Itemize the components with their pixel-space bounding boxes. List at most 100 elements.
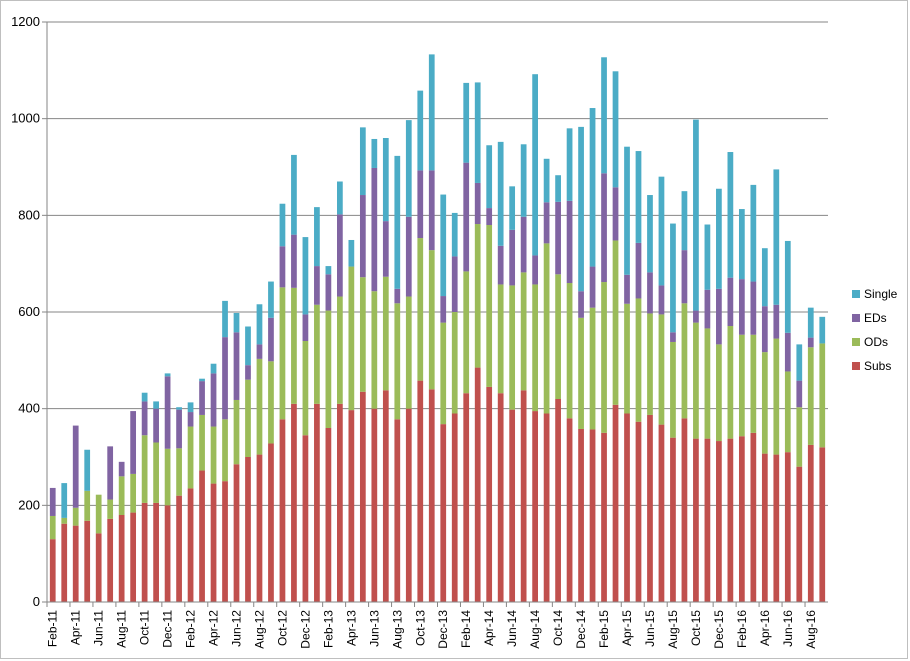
- bar-segment-ods: [107, 499, 114, 519]
- bar-segment-eds: [589, 266, 596, 308]
- x-tick-label: Dec-12: [298, 610, 312, 649]
- bar-segment-eds: [704, 289, 711, 329]
- bar-segment-subs: [716, 441, 722, 602]
- bar-segment-single: [761, 248, 768, 307]
- legend: Single EDs ODs Subs: [852, 287, 898, 373]
- bar-segment-subs: [153, 502, 159, 602]
- bar-segment-ods: [359, 277, 366, 392]
- bar-segment-eds: [578, 291, 584, 318]
- bar-segment-ods: [245, 379, 251, 457]
- x-tick-label: Dec-11: [161, 610, 175, 648]
- bar-segment-single: [233, 312, 240, 333]
- bar-segment-eds: [670, 332, 676, 342]
- bar-segment-subs: [417, 380, 424, 602]
- x-tick-label: Feb-12: [184, 610, 198, 648]
- bar-segment-subs: [647, 414, 653, 602]
- x-tick-label: Aug-14: [528, 610, 542, 649]
- bar-segment-single: [141, 392, 148, 402]
- bar-segment-ods: [325, 310, 332, 428]
- bar-segment-ods: [61, 517, 68, 524]
- bar-segment-subs: [72, 525, 79, 602]
- bar-segment-ods: [233, 399, 240, 465]
- bar-segment-eds: [555, 201, 561, 275]
- bar-segment-eds: [417, 170, 424, 239]
- bar-segment-eds: [543, 202, 550, 244]
- bar-segment-eds: [440, 296, 447, 323]
- bar-segment-ods: [589, 307, 596, 430]
- bar-segment-eds: [773, 304, 780, 339]
- bar-segment-eds: [141, 401, 148, 436]
- bar-segment-ods: [532, 284, 538, 412]
- bar-segment-single: [325, 266, 332, 275]
- bar-segment-subs: [509, 409, 516, 602]
- bar-segment-subs: [612, 404, 619, 602]
- bar-segment-subs: [256, 454, 263, 602]
- bar-segment-single: [819, 316, 826, 344]
- bar-segment-ods: [268, 361, 274, 444]
- bar-segment-eds: [107, 446, 114, 500]
- bar-segment-subs: [566, 418, 573, 602]
- y-tick-label: 800: [18, 207, 40, 222]
- x-tick-label: Apr-12: [207, 610, 221, 646]
- bar-segment-single: [635, 151, 642, 243]
- bar-segment-eds: [118, 461, 125, 477]
- bar-segment-subs: [428, 389, 435, 602]
- bar-segment-single: [199, 378, 205, 382]
- bar-segment-subs: [141, 502, 148, 602]
- bar-segment-single: [187, 402, 194, 413]
- bar-segment-ods: [497, 284, 504, 394]
- bar-segment-single: [256, 304, 263, 345]
- bar-segment-subs: [784, 452, 791, 602]
- bar-segment-single: [405, 120, 412, 217]
- bar-segment-single: [658, 176, 665, 286]
- bar-segment-ods: [428, 250, 435, 390]
- x-tick-label: Jun-15: [643, 610, 657, 647]
- x-tick-label: Jun-13: [367, 610, 381, 647]
- bar-segment-subs: [451, 413, 458, 602]
- bar-segment-ods: [382, 276, 389, 391]
- bar-segment-eds: [164, 376, 171, 449]
- bar-segment-single: [727, 152, 734, 278]
- bar-segment-eds: [532, 255, 538, 285]
- bar-segment-ods: [658, 314, 665, 425]
- bar-segment-single: [624, 146, 630, 275]
- bar-segment-single: [738, 209, 745, 280]
- bar-segment-subs: [302, 435, 309, 602]
- bar-segment-ods: [199, 414, 205, 471]
- bar-segment-single: [164, 373, 171, 377]
- bar-segment-eds: [509, 229, 516, 286]
- bar-segment-subs: [658, 424, 665, 602]
- bar-segment-subs: [210, 483, 217, 602]
- x-tick-label: Jun-12: [230, 610, 244, 647]
- bar-segment-subs: [130, 512, 137, 602]
- bar-segment-ods: [279, 287, 286, 420]
- bar-segment-subs: [589, 429, 596, 602]
- x-tick-label: Dec-15: [712, 610, 726, 649]
- bar-segment-ods: [118, 476, 125, 515]
- bar-segment-single: [394, 155, 401, 289]
- bar-segment-ods: [141, 435, 148, 503]
- x-tick-label: Jun-16: [781, 610, 795, 647]
- legend-swatch-eds: [852, 314, 860, 322]
- x-tick-label: Apr-11: [69, 610, 83, 645]
- bar-segment-subs: [95, 533, 102, 602]
- bar-segment-ods: [555, 274, 561, 399]
- bar-segment-subs: [61, 523, 68, 602]
- y-axis: 0 200 400 600 800 1000 1200: [11, 14, 48, 609]
- legend-label-ods: ODs: [864, 335, 888, 349]
- bar-segment-eds: [520, 216, 527, 273]
- bar-segment-single: [578, 126, 584, 292]
- bar-segment-ods: [693, 322, 699, 439]
- bar-segment-subs: [807, 444, 814, 602]
- bar-segment-single: [681, 191, 688, 251]
- bar-segment-subs: [497, 393, 504, 602]
- bar-segment-single: [359, 127, 366, 196]
- bar-segment-eds: [49, 487, 56, 516]
- bar-segment-subs: [371, 408, 378, 602]
- bar-segment-eds: [382, 221, 389, 277]
- bar-segment-subs: [279, 419, 286, 602]
- bar-segment-subs: [405, 408, 412, 602]
- bar-segment-subs: [635, 421, 642, 602]
- bar-segment-single: [532, 74, 538, 256]
